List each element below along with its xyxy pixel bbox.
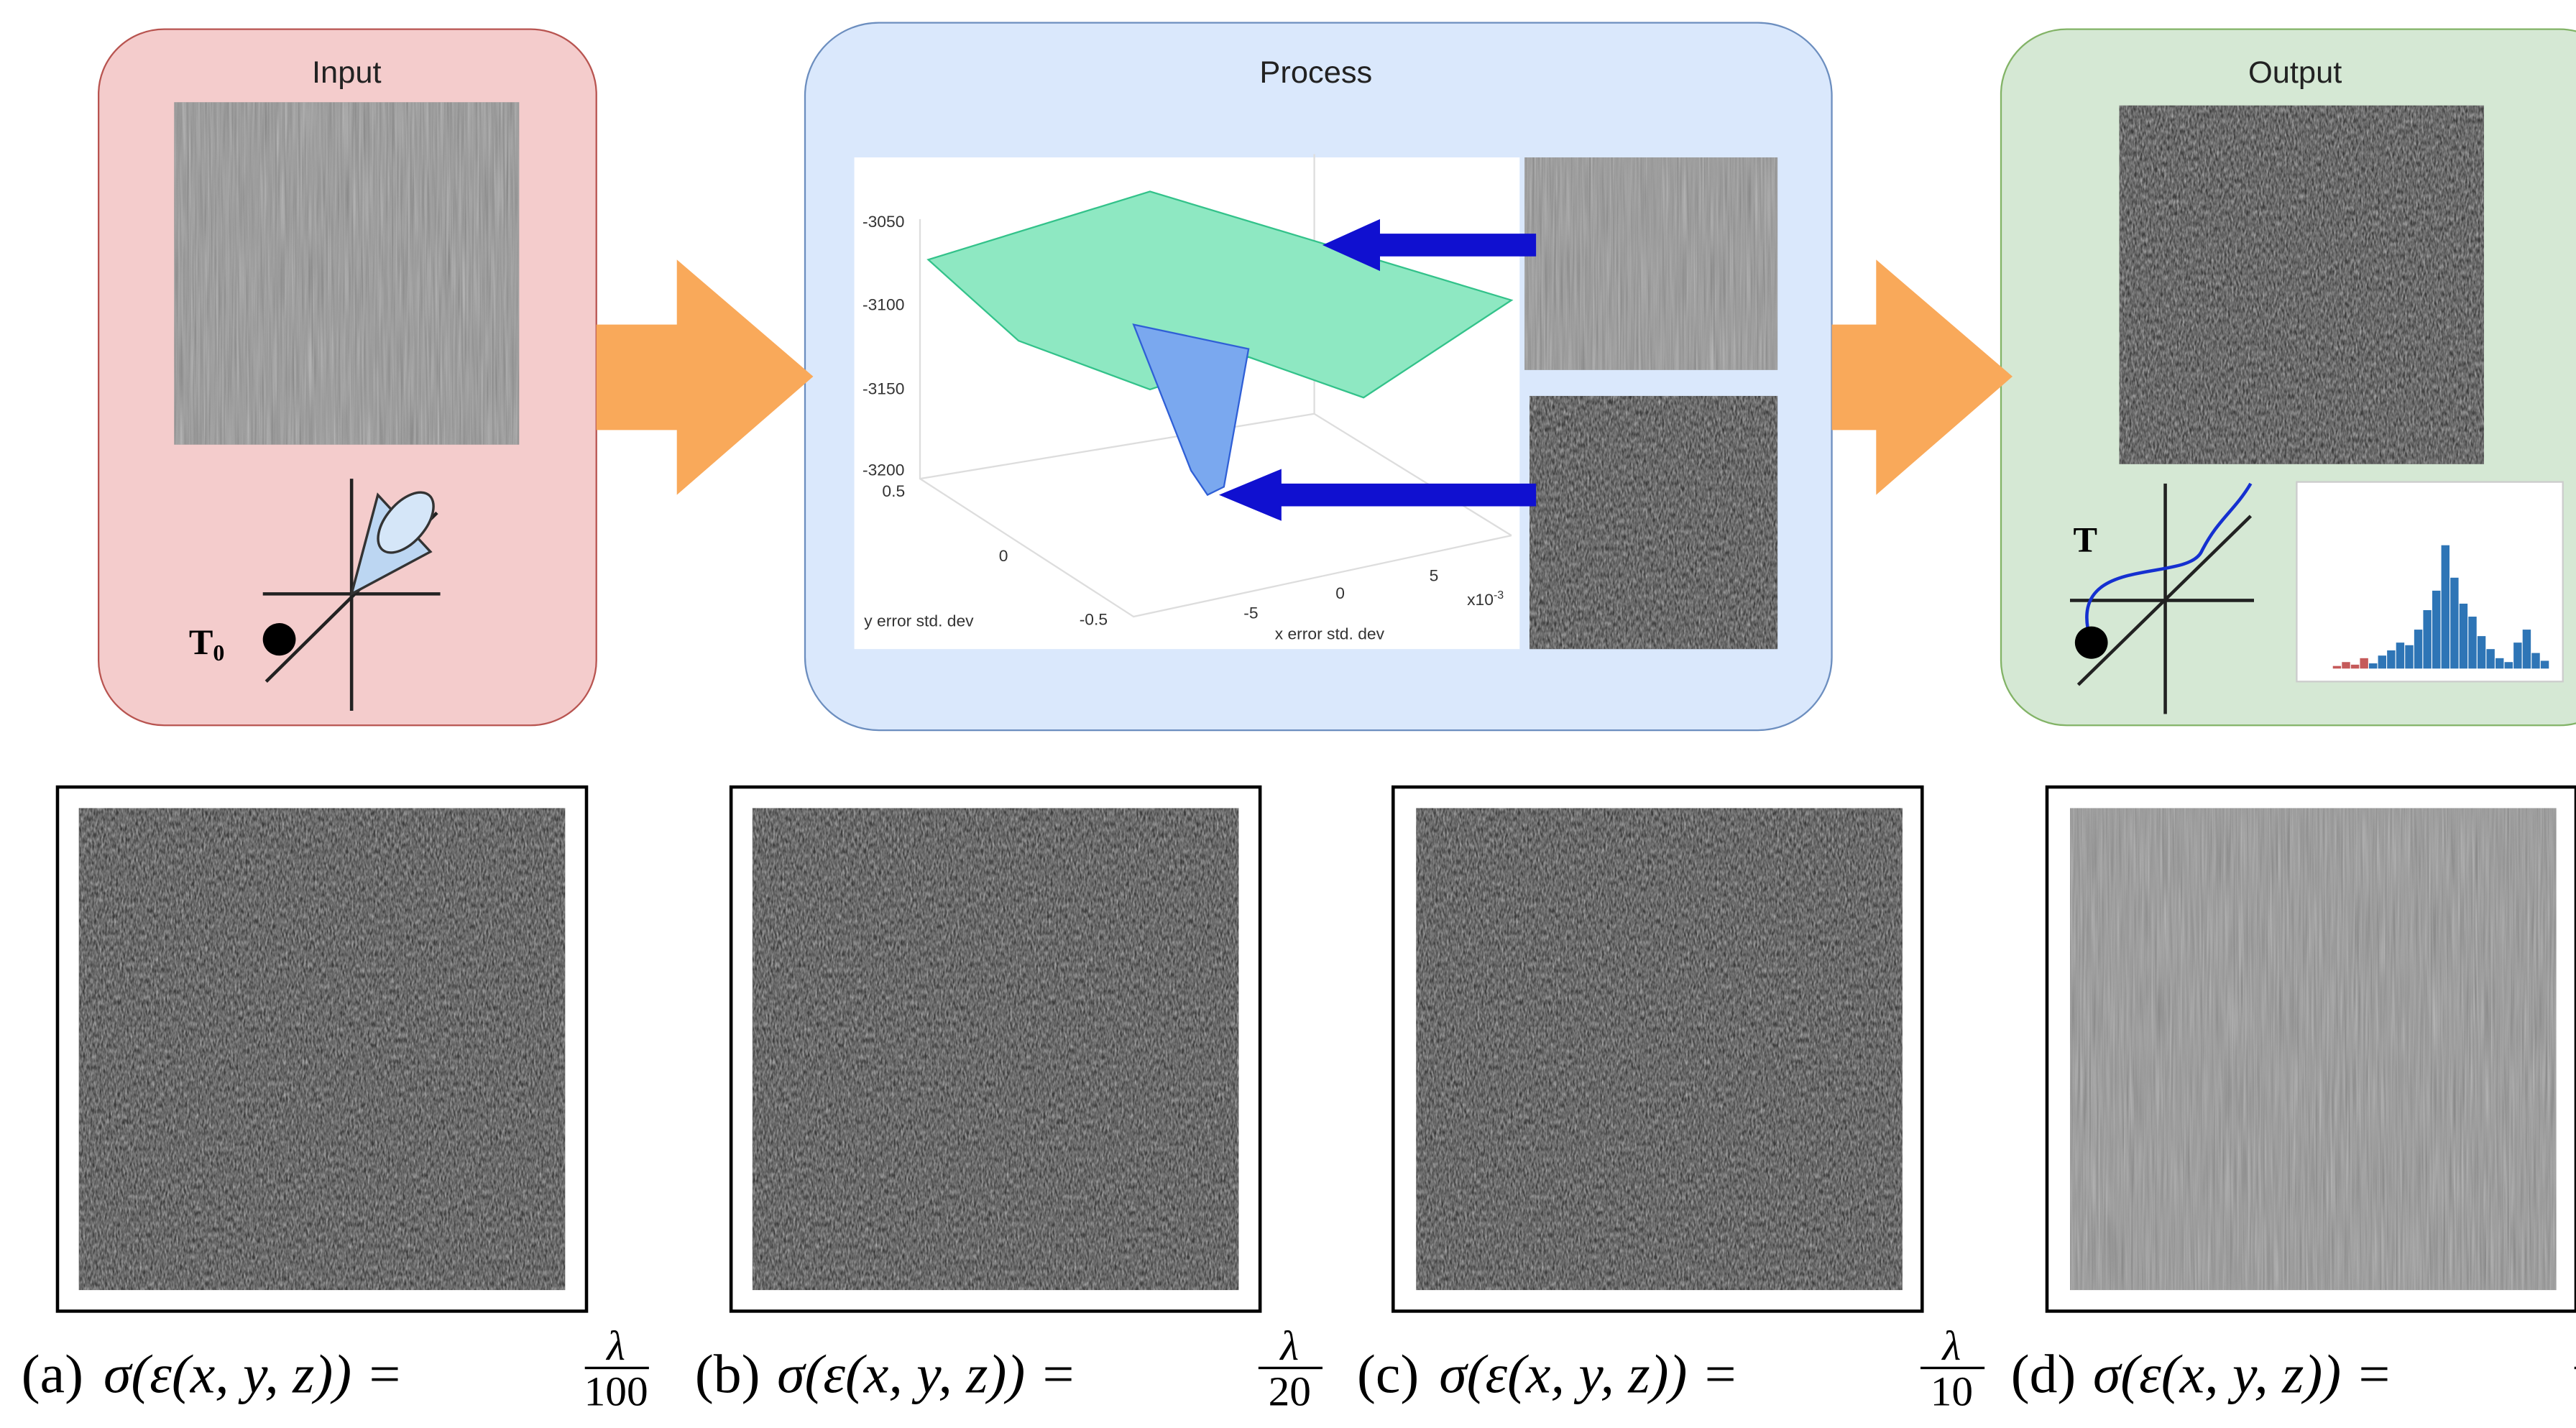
- histogram-bar: [2505, 662, 2513, 668]
- caption-expression: σ(ε(x, y, z)) =: [104, 1343, 403, 1404]
- caption-expression: σ(ε(x, y, z)) =: [1439, 1343, 1739, 1404]
- caption-numerator: λ: [1941, 1322, 1961, 1369]
- histogram-bar: [2496, 658, 2503, 668]
- histogram-bar: [2432, 591, 2440, 668]
- caption-label: (d): [2011, 1343, 2076, 1404]
- histogram-bar: [2531, 653, 2539, 669]
- x-axis-label: x error std. dev: [1275, 625, 1385, 643]
- caption-expression: σ(ε(x, y, z)) =: [777, 1343, 1077, 1404]
- image-texture: [174, 102, 519, 444]
- image-texture: [2070, 808, 2557, 1290]
- histogram-bar: [2423, 610, 2431, 668]
- y-axis-label: y error std. dev: [864, 612, 974, 630]
- histogram-bar: [2442, 545, 2450, 669]
- histogram-bar: [2513, 642, 2521, 668]
- caption-expression: σ(ε(x, y, z)) =: [2093, 1343, 2393, 1404]
- flow-arrow: [1832, 259, 2012, 494]
- histogram-bar: [2360, 658, 2368, 668]
- histogram-bar: [2523, 630, 2531, 668]
- z-tick-label: -3200: [862, 461, 904, 479]
- image-texture: [2120, 106, 2484, 464]
- flow-arrow: [597, 259, 814, 494]
- caption-denominator: 100: [584, 1368, 648, 1415]
- caption-label: (c): [1357, 1343, 1419, 1404]
- histogram-bar: [2414, 630, 2422, 668]
- histogram-bar: [2486, 649, 2494, 668]
- pose-label-text: T: [189, 622, 213, 662]
- x-scale-exp: -3: [1494, 589, 1504, 602]
- image-texture: [1416, 808, 1903, 1290]
- histogram-bar: [2369, 663, 2377, 668]
- z-tick-label: -3150: [862, 379, 904, 398]
- image-texture: [753, 808, 1239, 1290]
- x-scale-base: x10: [1467, 590, 1494, 609]
- histogram-bar: [2405, 645, 2413, 669]
- caption-label: (a): [22, 1343, 83, 1404]
- histogram-bar: [2450, 578, 2458, 668]
- figure: Input Process Output T0 -3050-3100-3150-…: [0, 0, 2576, 1428]
- image-texture: [1524, 157, 1777, 370]
- histogram-bar: [2460, 604, 2467, 668]
- pose-label: T: [2074, 520, 2098, 560]
- caption-numerator: λ: [605, 1322, 625, 1369]
- caption-label: (b): [695, 1343, 760, 1404]
- histogram-bar: [2378, 655, 2386, 668]
- histogram-bar: [2396, 642, 2404, 668]
- histogram-bar: [2387, 650, 2395, 668]
- histogram-bar: [2541, 660, 2549, 668]
- image-texture: [1530, 396, 1777, 649]
- z-tick-label: -3100: [862, 295, 904, 313]
- panel-title: Output: [2248, 55, 2342, 90]
- page: Input Process Output T0 -3050-3100-3150-…: [0, 0, 2576, 1428]
- z-tick-label: -3050: [862, 212, 904, 231]
- caption-denominator: 10: [1931, 1368, 1973, 1415]
- panel-title: Process: [1259, 55, 1372, 90]
- histogram-bar: [2333, 666, 2341, 669]
- y-tick-label: -0.5: [1080, 609, 1108, 628]
- caption-numerator: λ: [1279, 1322, 1299, 1369]
- panel-title: Input: [312, 55, 382, 90]
- y-tick-label: 0: [999, 546, 1008, 565]
- image-texture: [79, 808, 566, 1290]
- x-tick-label: 0: [1335, 584, 1345, 602]
- x-tick-label: 5: [1430, 566, 1439, 584]
- caption-denominator: 20: [1269, 1368, 1311, 1415]
- y-tick-label: 0.5: [882, 482, 905, 500]
- histogram-bar: [2351, 665, 2359, 668]
- histogram-bar: [2478, 636, 2485, 668]
- histogram-bar: [2342, 662, 2350, 668]
- x-tick-label: -5: [1243, 603, 1258, 622]
- pose-subscript: 0: [213, 640, 224, 665]
- histogram-bar: [2468, 617, 2476, 668]
